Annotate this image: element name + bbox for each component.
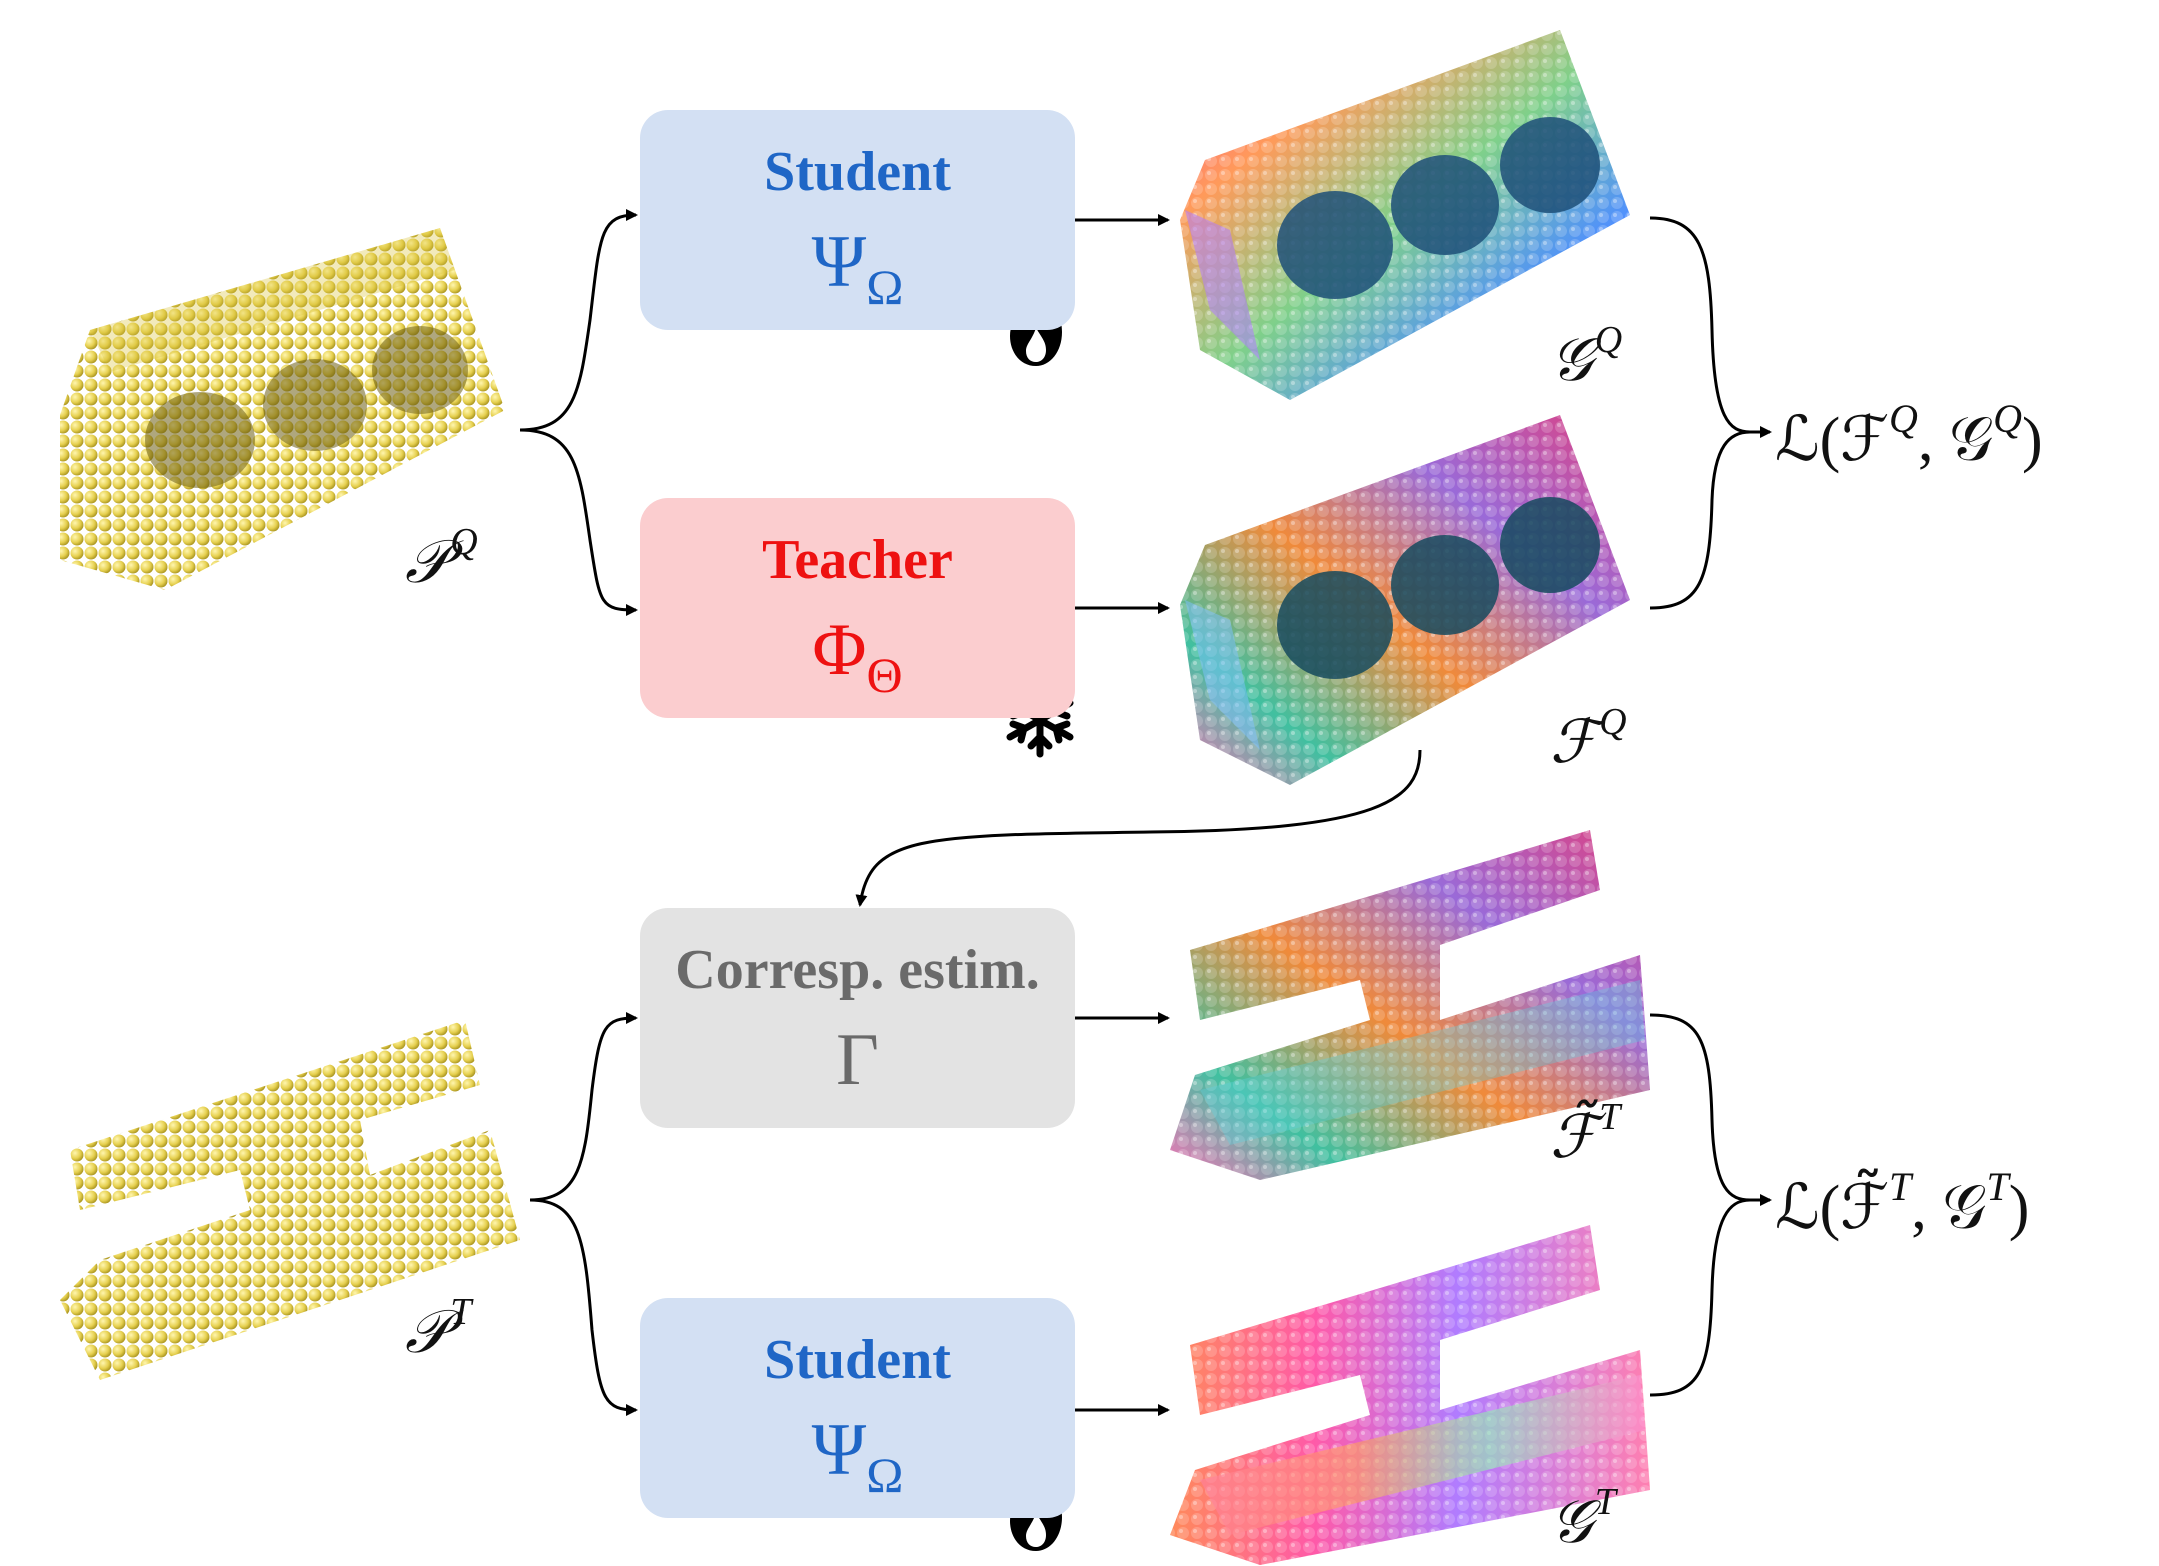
teacher-label: Teacher [762,529,953,591]
ft-label: ℱ̃T [1550,1096,1621,1170]
teacher-query-features [1180,415,1630,785]
target-point-cloud [60,1020,520,1380]
fq-label: ℱQ [1550,701,1627,775]
student-box-query: Student ΨΩ [640,110,1075,330]
student-label: Student [764,1329,951,1391]
student-target-features [1170,1225,1650,1565]
connector-arrows [519,209,1772,1416]
student-query-features [1180,30,1630,400]
student-symbol: ΨΩ [811,221,904,315]
correspondence-box: Corresp. estim. Γ [640,908,1075,1128]
correspondence-target-features [1170,830,1650,1180]
pt-label: 𝒫T [405,1291,472,1365]
query-loss: ℒ(ℱQ, 𝒢Q) [1775,396,2043,474]
student-box-target: Student ΨΩ [640,1298,1075,1518]
correspondence-symbol: Γ [836,1019,879,1101]
gq-label: 𝒢Q [1550,319,1623,393]
student-symbol: ΨΩ [811,1409,904,1503]
target-loss: ℒ(ℱ̃T, 𝒢T) [1775,1164,2030,1242]
teacher-symbol: ΦΘ [812,609,903,703]
student-label: Student [764,141,951,203]
correspondence-label: Corresp. estim. [675,939,1040,1001]
teacher-box: Teacher ΦΘ [640,498,1075,718]
gt-label: 𝒢T [1550,1481,1616,1555]
query-point-cloud [60,228,505,590]
pq-label: 𝒫Q [405,521,478,595]
